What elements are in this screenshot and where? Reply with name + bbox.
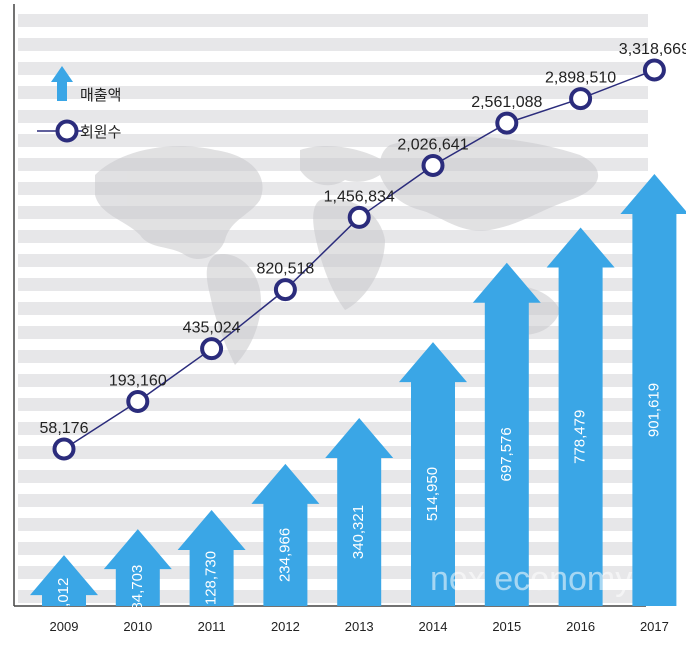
line-point — [421, 153, 445, 177]
bar-arrow — [325, 418, 394, 606]
x-tick-label: 2015 — [492, 619, 521, 634]
line-value-label: 2,026,641 — [397, 136, 468, 153]
legend-bar-item: 매출액 — [51, 66, 121, 104]
grid-stripe — [18, 398, 648, 411]
line-point — [126, 389, 150, 413]
bar-series: 25,012 84,703 128,730 234,966 340,321 514,950… — [30, 174, 686, 624]
legend-circle-icon — [55, 119, 79, 143]
line-point — [52, 437, 76, 461]
bar-arrow — [620, 174, 686, 606]
bar-arrow — [472, 262, 541, 606]
line-value-label: 1,456,834 — [324, 188, 395, 205]
bar-value-label: 778,479 — [572, 410, 589, 464]
line-value-label: 2,561,088 — [471, 94, 542, 111]
bar-value-label: 697,576 — [498, 427, 515, 481]
watermark-text: nex economy — [430, 560, 632, 598]
line-point — [347, 205, 371, 229]
line-point — [642, 58, 666, 82]
x-tick-labels: 2009 2010 2011 2012 2013 2014 2015 2016 2017 — [50, 619, 669, 634]
x-tick-label: 2016 — [566, 619, 595, 634]
bar-arrow — [546, 227, 615, 606]
line-value-label: 58,176 — [40, 420, 89, 437]
watermark: nex economy — [430, 560, 632, 598]
bar-value-label: 25,012 — [55, 578, 72, 624]
bar-value-label: 234,966 — [276, 528, 293, 582]
bar-value-label: 514,950 — [424, 467, 441, 521]
grid-stripe — [18, 350, 648, 363]
line-series: 58,176 193,160 435,024 820,518 1,456,834 2,02… — [40, 41, 686, 461]
line-value-label: 435,024 — [183, 320, 241, 337]
legend-bar-label: 매출액 — [80, 86, 121, 104]
grid-stripe — [18, 518, 648, 531]
bar-value-label: 128,730 — [203, 551, 220, 605]
x-tick-label: 2017 — [640, 619, 669, 634]
x-tick-label: 2009 — [50, 619, 79, 634]
bar-arrow — [30, 555, 98, 606]
grid-stripe — [18, 470, 648, 483]
bar-value-label: 901,619 — [645, 383, 662, 437]
bar-arrow — [103, 529, 172, 606]
bar-value-label: 84,703 — [129, 565, 146, 611]
line-point — [200, 337, 224, 361]
x-tick-label: 2013 — [345, 619, 374, 634]
grid-stripe — [18, 38, 648, 51]
bar-value-label: 340,321 — [350, 505, 367, 559]
grid-stripe — [18, 110, 648, 123]
line-value-label: 820,518 — [256, 261, 314, 278]
world-map-background — [95, 136, 599, 365]
legend-line-label: 회원수 — [80, 123, 121, 141]
bar-arrow — [177, 510, 246, 606]
line-value-label: 193,160 — [109, 372, 167, 389]
grid-stripe — [18, 422, 648, 435]
x-tick-label: 2011 — [198, 619, 226, 634]
x-tick-label: 2014 — [419, 619, 448, 634]
line-point — [569, 87, 593, 111]
bar-arrow — [399, 342, 467, 606]
x-tick-label: 2010 — [123, 619, 152, 634]
grid-stripe — [18, 494, 648, 507]
line-value-label: 2,898,510 — [545, 70, 616, 87]
grid-stripe — [18, 62, 648, 75]
grid-stripe — [18, 86, 648, 99]
legend-arrow-icon — [51, 66, 73, 101]
grid-stripe — [18, 542, 648, 555]
line-point — [273, 278, 297, 302]
line-point — [495, 111, 519, 135]
bar-arrow — [251, 463, 320, 606]
legend-line-item: 회원수 — [37, 119, 121, 143]
line-value-label: 3,318,669 — [619, 41, 686, 58]
legend: 매출액 회원수 — [37, 66, 121, 143]
grid-stripe — [18, 14, 648, 27]
grid-stripe — [18, 326, 648, 339]
x-tick-label: 2012 — [271, 619, 300, 634]
